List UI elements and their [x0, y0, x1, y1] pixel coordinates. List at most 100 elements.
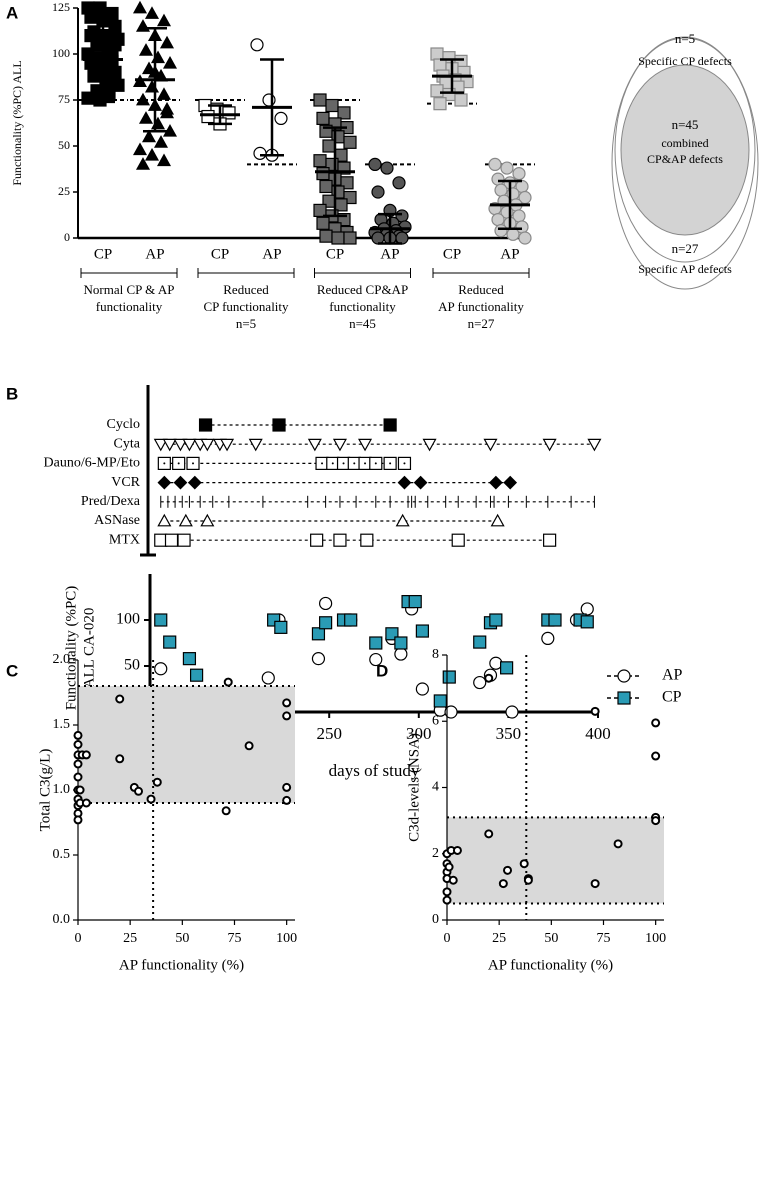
- point: [73, 772, 83, 782]
- venn-cp: [614, 37, 756, 263]
- x-tick-label: 75: [227, 931, 241, 946]
- y-tick-label: 2.0: [53, 652, 71, 667]
- marker-dot: [331, 462, 334, 465]
- marker: [491, 213, 505, 227]
- point: [452, 845, 462, 855]
- venn-label: n=45: [672, 117, 699, 132]
- marker: [344, 613, 358, 627]
- x-tick-label: CP: [94, 246, 112, 262]
- panel-label: D: [376, 661, 388, 680]
- marker: [360, 533, 374, 547]
- x-tick-label: 75: [596, 931, 610, 946]
- point: [115, 754, 125, 764]
- point: [73, 815, 83, 825]
- group-label: Normal CP & AP: [84, 282, 175, 297]
- point: [651, 718, 661, 728]
- marker: [580, 615, 594, 629]
- y-axis-label: Functionality (%PC): [63, 586, 79, 711]
- marker: [580, 602, 594, 616]
- row-label: Cyta: [114, 436, 141, 451]
- point: [484, 673, 494, 683]
- point: [152, 777, 162, 787]
- point: [442, 887, 452, 897]
- marker: [144, 6, 160, 19]
- marker: [156, 13, 172, 27]
- marker: [198, 418, 213, 432]
- marker: [433, 694, 447, 708]
- marker: [173, 475, 188, 490]
- point: [282, 782, 292, 792]
- marker: [587, 438, 602, 452]
- y-tick-label: 1.5: [53, 717, 71, 732]
- marker: [156, 153, 172, 167]
- venn-label: CP&AP defects: [647, 152, 723, 166]
- x-axis-label: days of study: [329, 761, 420, 780]
- group-label: Reduced CP&AP: [317, 282, 408, 297]
- marker: [322, 139, 336, 153]
- y-tick-label: 100: [52, 46, 70, 60]
- marker: [491, 172, 505, 186]
- point: [73, 759, 83, 769]
- x-tick-label: 25: [492, 931, 506, 946]
- x-tick-label: 0: [75, 931, 82, 946]
- x-tick-label: 400: [585, 724, 611, 743]
- row-label: Pred/Dexa: [81, 494, 141, 509]
- x-tick-label: 300: [406, 724, 432, 743]
- y-tick-label: 25: [58, 184, 70, 198]
- point: [523, 875, 533, 885]
- marker: [543, 533, 557, 547]
- marker: [397, 475, 412, 490]
- marker: [144, 147, 160, 161]
- venn-combined: [620, 64, 750, 236]
- marker-dot: [403, 462, 406, 465]
- marker: [383, 418, 397, 432]
- marker: [84, 29, 98, 43]
- x-tick-label: AP: [380, 246, 399, 262]
- marker: [319, 616, 333, 630]
- marker: [159, 101, 175, 115]
- row-label: Cyclo: [107, 417, 140, 432]
- x-tick-label: 250: [316, 724, 342, 743]
- marker: [490, 513, 505, 527]
- marker: [371, 185, 385, 199]
- venn-outer: [611, 36, 759, 290]
- panel-label: A: [6, 3, 18, 22]
- marker: [332, 438, 347, 452]
- marker: [250, 38, 264, 52]
- y-axis-label: Functionality (%PC) ALL: [10, 60, 24, 185]
- marker: [222, 106, 236, 120]
- marker: [313, 93, 327, 107]
- marker: [313, 154, 327, 168]
- row-label: MTX: [109, 532, 140, 547]
- marker: [182, 438, 197, 452]
- marker: [138, 43, 154, 56]
- marker: [316, 216, 330, 230]
- group-label: functionality: [329, 299, 396, 314]
- marker: [87, 69, 101, 83]
- marker: [489, 613, 503, 627]
- marker: [415, 682, 429, 696]
- reference-band: [447, 817, 664, 904]
- y-tick-label: 6: [432, 713, 439, 728]
- point: [503, 865, 513, 875]
- marker: [430, 84, 444, 98]
- y-tick-label: 8: [432, 647, 439, 662]
- venn-label: n=5: [675, 31, 695, 46]
- marker: [157, 475, 172, 490]
- y-axis-label: C3d-levels (NSA): [406, 733, 422, 842]
- y-tick-label: 125: [52, 0, 70, 14]
- marker: [178, 513, 193, 527]
- marker: [220, 438, 235, 452]
- marker: [132, 142, 148, 156]
- point: [282, 711, 292, 721]
- x-tick-label: 50: [544, 931, 558, 946]
- x-tick-label: 100: [645, 931, 666, 946]
- point: [448, 875, 458, 885]
- marker-dot: [192, 462, 195, 465]
- marker: [494, 224, 508, 238]
- row-label: VCR: [111, 475, 140, 490]
- marker: [154, 662, 168, 676]
- row-label: ASNase: [94, 513, 140, 528]
- marker: [333, 533, 347, 547]
